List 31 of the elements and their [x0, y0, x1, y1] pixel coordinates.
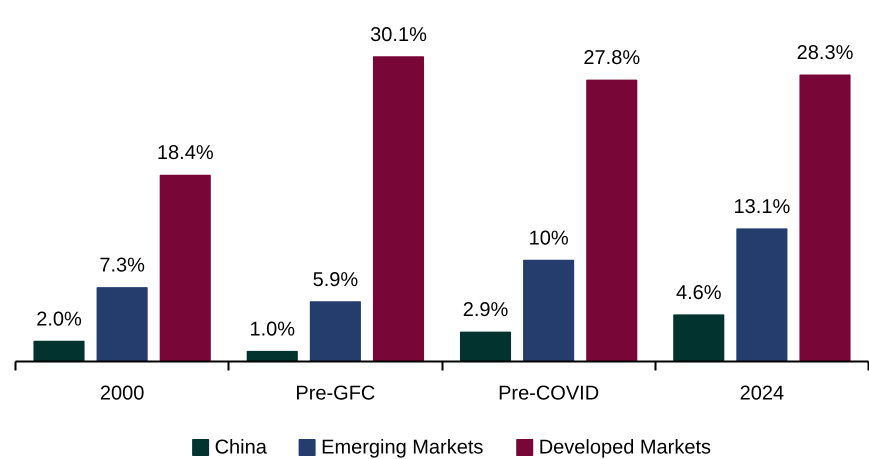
data-label: 18.4%	[156, 142, 214, 164]
bar	[673, 314, 724, 362]
bar	[246, 350, 298, 362]
data-label: 10%	[528, 227, 569, 250]
bar	[372, 56, 424, 362]
bar	[33, 340, 85, 362]
data-label: 30.1%	[370, 24, 428, 46]
bar	[96, 287, 148, 362]
data-label: 13.1%	[734, 196, 790, 218]
data-label: 2.9%	[462, 299, 509, 322]
x-tick-label: Pre-COVID	[498, 382, 600, 404]
x-tick-label: 2024	[740, 382, 784, 404]
data-label: 7.3%	[99, 254, 146, 277]
bar	[523, 260, 574, 362]
legend-label: Emerging Markets	[321, 436, 484, 458]
bar	[310, 301, 361, 362]
bar	[460, 332, 512, 362]
data-label: 1.0%	[249, 318, 296, 340]
x-tick-label: 2000	[100, 382, 144, 404]
legend-label: China	[214, 436, 268, 458]
bar	[160, 174, 211, 362]
bar	[736, 228, 788, 362]
data-label: 4.6%	[676, 282, 722, 304]
bar	[799, 74, 851, 362]
data-label: 28.3%	[796, 42, 854, 64]
legend-label: Developed Markets	[538, 436, 712, 458]
data-label: 5.9%	[312, 268, 358, 291]
data-label: 2.0%	[36, 308, 82, 330]
x-tick-label: Pre-GFC	[295, 382, 376, 404]
data-label: 27.8%	[583, 47, 640, 70]
bar	[586, 80, 638, 362]
